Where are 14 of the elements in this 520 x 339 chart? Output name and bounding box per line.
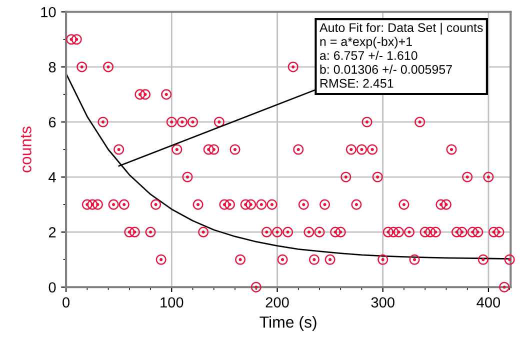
x-tick-label: 100 [160,297,184,308]
y-tick-label: 2 [48,227,56,238]
y-tick-label: 10 [41,6,56,18]
x-tick-label: 200 [266,297,289,308]
x-axis-title: Time (s) [260,316,316,331]
y-tick-label: 4 [48,172,56,182]
y-axis-title: counts [20,126,32,172]
x-tick-label: 0 [62,297,70,308]
annotation: Auto Fit for: Data Set | counts n = a*exp(-bx)+1 a: 6.757 +/- 1.610 b: 0.01306 +/- 0.005957 RMSE: 2.451 [319,22,483,88]
x-tick-label: 300 [371,297,394,308]
y-tick-label: 8 [48,62,56,72]
y-tick-label: 0 [48,282,56,293]
x-tick-label: 400 [476,297,500,308]
y-tick-label: 6 [48,117,56,128]
